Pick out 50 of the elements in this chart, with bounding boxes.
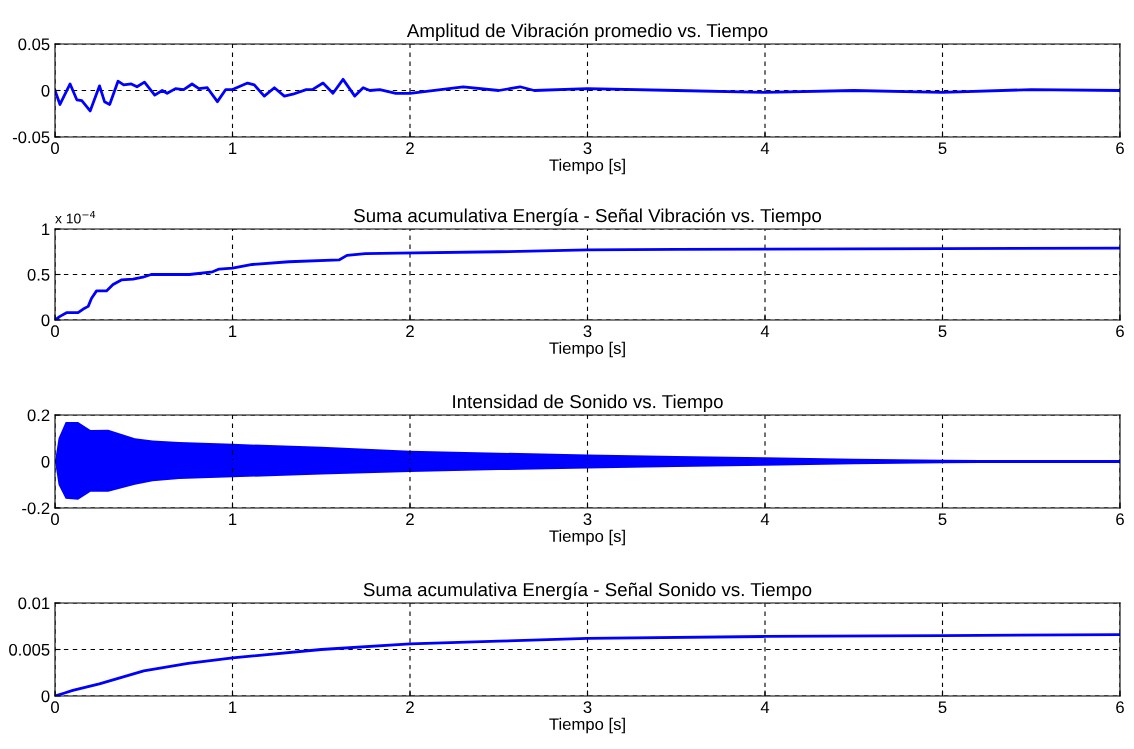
x-tick-label: 2 [406,142,414,154]
x-tick-label: 0 [51,142,59,155]
y-tick-label: 1 [42,223,50,236]
y-tick-label: -0.2 [22,502,50,515]
y-tick-label: 0.2 [27,409,50,422]
x-tick-label: 5 [938,325,947,338]
x-tick-label: 6 [1116,513,1124,526]
x-axis-title: Tiempo [s] [549,341,625,358]
line-series [55,77,1120,113]
x-tick-label: 5 [938,513,947,526]
chart-title: Suma acumulativa Energía - Señal Vibración vs. Tiempo [354,208,822,226]
y-tick-label: 0 [41,690,50,703]
x-tick-label: 2 [406,513,414,525]
x-tick-label: 6 [1116,142,1124,155]
chart-title: Intensidad de Sonido vs. Tiempo [453,394,723,412]
text: x 10$^{−4}$ [55,210,96,224]
x-tick-label: 2 [406,701,414,713]
x-tick-label: 1 [229,701,237,713]
x-tick-label: 3 [583,142,592,155]
x-tick-label: 1 [229,325,237,337]
x-tick-label: 3 [583,325,592,338]
x-tick-label: 4 [760,142,770,154]
x-axis-title: Tiempo [s] [549,158,625,175]
x-tick-label: 3 [583,701,592,714]
y-tick-label: 0 [41,314,50,327]
y-tick-label: 0.005 [9,643,50,656]
y-tick-label: -0.05 [12,131,50,144]
x-tick-label: 1 [229,142,237,154]
x-tick-label: 0 [51,513,59,526]
x-tick-label: 1 [229,513,237,525]
y-tick-label: 0 [41,84,50,97]
chart-title: Suma acumulativa Energía - Señal Sonido vs. Tiempo [363,582,812,600]
x-tick-label: 4 [760,325,770,337]
x-tick-label: 5 [938,142,947,155]
x-tick-label: 4 [760,701,770,713]
x-tick-label: 5 [938,701,947,714]
y-tick-label: 0.01 [18,597,50,610]
x-tick-label: 6 [1116,701,1124,714]
x-tick-label: 0 [51,325,59,338]
x-tick-label: 2 [406,325,414,337]
x-axis-title: Tiempo [s] [549,529,625,546]
x-tick-label: 0 [51,701,59,714]
x-tick-label: 3 [583,513,592,526]
y-tick-label: 0 [41,455,50,468]
x-tick-label: 6 [1116,325,1124,338]
y-tick-label: 0.5 [27,268,50,281]
x-tick-label: 4 [760,513,770,525]
y-tick-label: 0.05 [18,38,50,51]
chart-title: Amplitud de Vibración promedio vs. Tiempo [406,23,768,41]
x-axis-title: Tiempo [s] [549,717,625,734]
